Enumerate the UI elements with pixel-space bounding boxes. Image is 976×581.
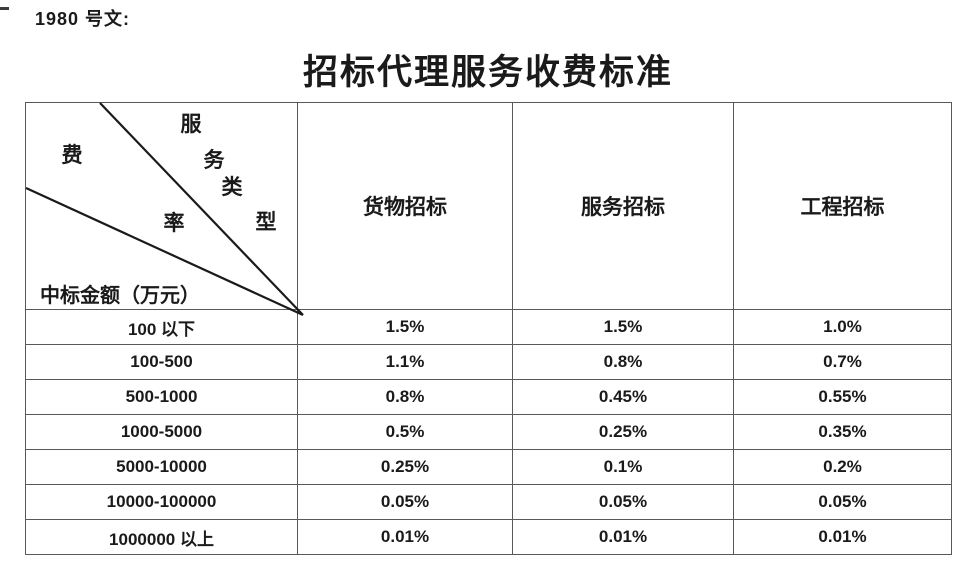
rate-cell: 0.05% xyxy=(512,484,734,520)
table-header-row: 服 务 类 型 费 率 中标金额（万元） 货物招标 服务招标 工程招标 xyxy=(25,102,952,316)
rate-cell: 0.01% xyxy=(733,519,952,555)
rate-cell: 0.01% xyxy=(512,519,734,555)
corner-cell: 服 务 类 型 费 率 中标金额（万元） xyxy=(25,102,304,316)
rate-cell: 0.05% xyxy=(297,484,513,520)
amount-range-cell: 1000-5000 xyxy=(25,414,298,450)
rate-cell: 0.5% xyxy=(297,414,513,450)
rate-cell: 1.5% xyxy=(297,309,513,345)
rate-cell: 0.45% xyxy=(512,379,734,415)
service-type-char: 型 xyxy=(255,210,277,234)
amount-range-cell: 100 以下 xyxy=(25,309,298,345)
doc-number: 1980 号文: xyxy=(35,9,131,29)
rate-cell: 0.05% xyxy=(733,484,952,520)
rate-cell: 0.8% xyxy=(297,379,513,415)
column-header-goods: 货物招标 xyxy=(297,102,513,310)
rate-cell: 0.7% xyxy=(733,344,952,380)
rate-cell: 0.25% xyxy=(297,449,513,485)
fee-table: 服 务 类 型 费 率 中标金额（万元） 货物招标 服务招标 工程招标 100 … xyxy=(25,102,952,555)
table-row: 500-1000 0.8% 0.45% 0.55% xyxy=(25,379,952,415)
table-row: 10000-100000 0.05% 0.05% 0.05% xyxy=(25,484,952,520)
rate-cell: 0.25% xyxy=(512,414,734,450)
table-row: 1000000 以上 0.01% 0.01% 0.01% xyxy=(25,519,952,555)
table-row: 100-500 1.1% 0.8% 0.7% xyxy=(25,344,952,380)
amount-range-cell: 1000000 以上 xyxy=(25,519,298,555)
fee-rate-char: 费 xyxy=(61,143,83,167)
page-title: 招标代理服务收费标准 xyxy=(302,53,673,92)
service-type-char: 务 xyxy=(203,148,225,172)
rate-cell: 0.8% xyxy=(512,344,734,380)
rate-cell: 0.01% xyxy=(297,519,513,555)
amount-axis-label: 中标金额（万元） xyxy=(40,285,200,307)
amount-range-cell: 5000-10000 xyxy=(25,449,298,485)
scan-artifact xyxy=(0,7,9,10)
amount-range-cell: 100-500 xyxy=(25,344,298,380)
rate-cell: 1.1% xyxy=(297,344,513,380)
rate-cell: 0.1% xyxy=(512,449,734,485)
table-row: 5000-10000 0.25% 0.1% 0.2% xyxy=(25,449,952,485)
amount-range-cell: 10000-100000 xyxy=(25,484,298,520)
rate-cell: 0.35% xyxy=(733,414,952,450)
rate-cell: 1.0% xyxy=(733,309,952,345)
column-header-services: 服务招标 xyxy=(512,102,734,310)
diagonal-lines xyxy=(25,102,304,316)
service-type-char: 服 xyxy=(180,112,202,136)
amount-range-cell: 500-1000 xyxy=(25,379,298,415)
fee-rate-char: 率 xyxy=(163,211,185,235)
rate-cell: 0.55% xyxy=(733,379,952,415)
rate-cell: 1.5% xyxy=(512,309,734,345)
column-header-engineering: 工程招标 xyxy=(733,102,952,310)
table-row: 1000-5000 0.5% 0.25% 0.35% xyxy=(25,414,952,450)
rate-cell: 0.2% xyxy=(733,449,952,485)
table-row: 100 以下 1.5% 1.5% 1.0% xyxy=(25,309,952,345)
service-type-char: 类 xyxy=(221,175,243,199)
